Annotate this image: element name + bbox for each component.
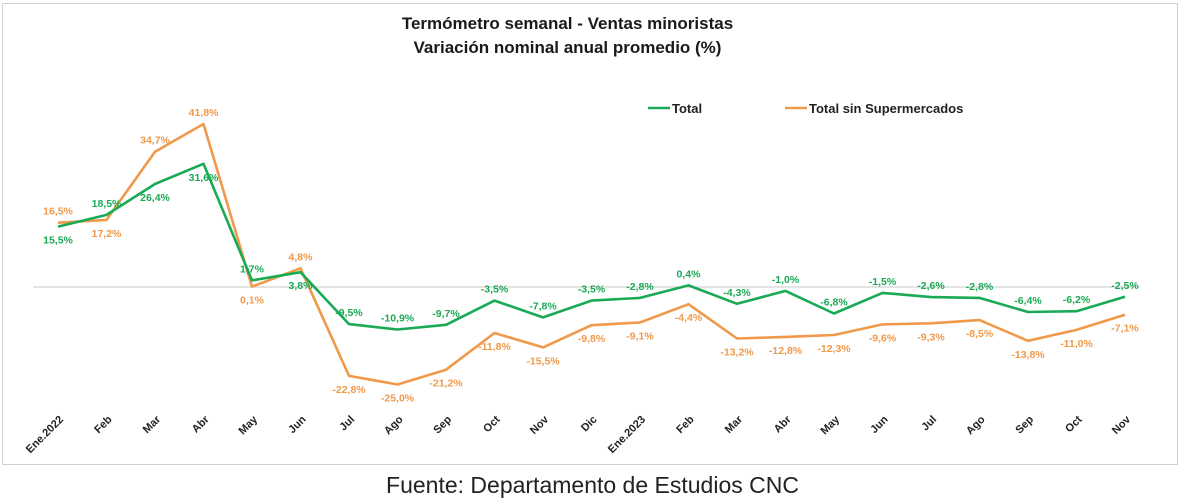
- data-label-sin-supermercados: 41,8%: [189, 107, 219, 119]
- data-label-sin-supermercados: 4,8%: [289, 251, 314, 263]
- x-tick-label: Jul: [919, 414, 939, 434]
- source-caption: Fuente: Departamento de Estudios CNC: [386, 472, 799, 498]
- data-label-sin-supermercados: -7,1%: [1111, 323, 1139, 335]
- x-tick-label: Mar: [723, 413, 746, 436]
- series-line-sin-supermercados: [57, 122, 1126, 386]
- data-label-total: -7,8%: [529, 300, 557, 312]
- data-label-sin-supermercados: 0,1%: [240, 295, 265, 307]
- data-label-sin-supermercados: -12,3%: [817, 343, 851, 355]
- data-label-total: -9,5%: [335, 307, 363, 319]
- data-label-sin-supermercados: 16,5%: [43, 206, 73, 218]
- data-label-sin-supermercados: -15,5%: [526, 355, 560, 367]
- data-label-total: -6,8%: [820, 297, 848, 309]
- x-tick-label: Nov: [1110, 413, 1134, 437]
- data-label-sin-supermercados: -9,1%: [626, 330, 654, 342]
- data-label-total: 18,5%: [92, 198, 122, 210]
- data-label-total: 1,7%: [240, 263, 265, 275]
- data-label-sin-supermercados: -11,0%: [1060, 338, 1093, 350]
- x-tick-label: Sep: [431, 413, 454, 436]
- line-chart: Ene.2022 Feb Mar Abr May Jun Jul Ago Sep Oct Nov Di…: [24, 101, 1140, 456]
- chart-title-block: Termómetro semanal - Ventas minoristas V…: [0, 12, 1135, 60]
- x-tick-label: Feb: [674, 413, 697, 436]
- data-label-total: -9,7%: [432, 308, 460, 320]
- chart-subtitle: Variación nominal anual promedio (%): [413, 38, 722, 57]
- data-label-total: -6,2%: [1063, 294, 1091, 306]
- data-label-sin-supermercados: -8,5%: [966, 328, 994, 340]
- data-label-sin-supermercados: -13,2%: [720, 346, 754, 358]
- series-line-total: [57, 162, 1126, 331]
- data-label-sin-supermercados: -9,6%: [869, 332, 897, 344]
- x-tick-label: May: [236, 413, 260, 437]
- data-label-total: -4,3%: [723, 287, 751, 299]
- x-tick-label: Jun: [286, 413, 309, 436]
- data-label-total: -2,6%: [917, 280, 945, 292]
- x-tick-label: Ene.2022: [24, 414, 66, 456]
- data-label-total: 3,8%: [289, 280, 314, 292]
- data-label-total: 26,4%: [140, 192, 170, 204]
- x-tick-label: Nov: [528, 413, 552, 437]
- data-label-total: -1,0%: [772, 274, 800, 286]
- legend-label: Total sin Supermercados: [809, 101, 963, 116]
- data-label-sin-supermercados: 34,7%: [140, 135, 170, 147]
- x-tick-label: Sep: [1013, 413, 1036, 436]
- data-label-total: 31,6%: [189, 172, 219, 184]
- data-label-total: -6,4%: [1014, 295, 1042, 307]
- data-label-total: -2,8%: [966, 281, 994, 293]
- x-tick-label: Abr: [190, 413, 212, 435]
- data-label-sin-supermercados: -9,3%: [917, 331, 945, 343]
- chart-frame: [2, 3, 1178, 465]
- x-tick-label: May: [818, 413, 842, 437]
- x-tick-label: Jun: [868, 413, 891, 436]
- data-label-total: -2,8%: [626, 281, 654, 293]
- data-label-sin-supermercados: -11,8%: [478, 341, 511, 353]
- data-label-total: -10,9%: [381, 313, 415, 325]
- data-label-sin-supermercados: -13,8%: [1011, 349, 1045, 361]
- data-label-total: -2,5%: [1111, 280, 1139, 292]
- x-tick-label: Ago: [382, 413, 406, 437]
- data-label-total: -3,5%: [481, 284, 509, 296]
- data-label-total: 15,5%: [43, 235, 73, 247]
- x-tick-label: Mar: [141, 413, 164, 436]
- data-label-sin-supermercados: 17,2%: [92, 228, 122, 240]
- x-tick-label: Oct: [481, 413, 503, 435]
- data-label-total: -3,5%: [578, 284, 606, 296]
- data-label-sin-supermercados: -12,8%: [769, 345, 803, 357]
- x-tick-label: Dic: [579, 414, 600, 435]
- x-tick-label: Abr: [772, 413, 794, 435]
- data-label-sin-supermercados: -21,2%: [429, 378, 463, 390]
- x-tick-label: Ene.2023: [606, 414, 648, 456]
- x-tick-label: Ago: [964, 413, 988, 437]
- data-label-total: 0,4%: [677, 268, 702, 280]
- data-label-total: -1,5%: [869, 276, 897, 288]
- x-tick-label: Feb: [92, 413, 115, 436]
- data-label-sin-supermercados: -22,8%: [332, 384, 366, 396]
- x-tick-label: Oct: [1063, 413, 1085, 435]
- data-label-sin-supermercados: -4,4%: [675, 312, 703, 324]
- legend-label: Total: [672, 101, 702, 116]
- data-label-sin-supermercados: -9,8%: [578, 333, 606, 345]
- x-tick-label: Jul: [337, 414, 357, 434]
- data-label-sin-supermercados: -25,0%: [381, 393, 415, 405]
- chart-title: Termómetro semanal - Ventas minoristas: [401, 14, 734, 33]
